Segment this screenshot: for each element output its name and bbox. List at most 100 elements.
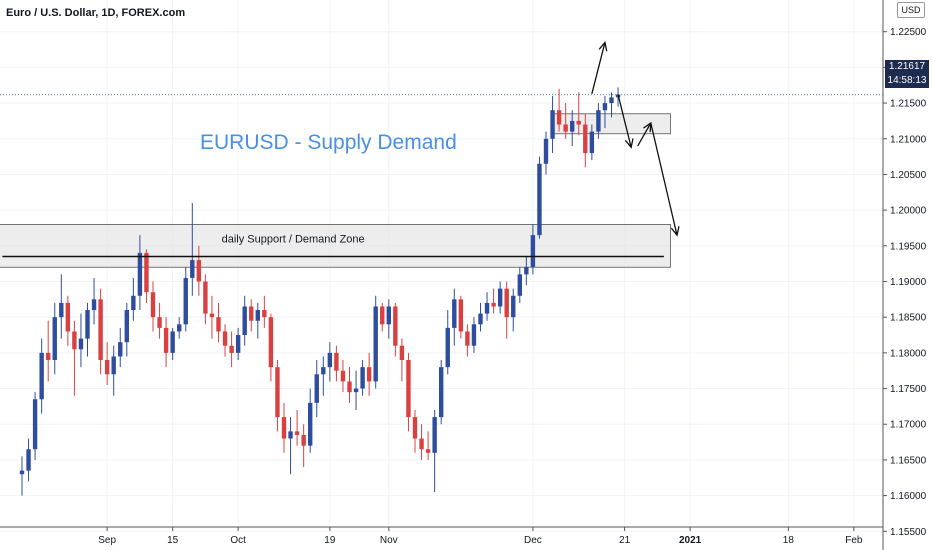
x-tick-label: Nov (380, 535, 398, 546)
y-tick-label: 1.21500 (890, 99, 927, 110)
candle-body (216, 317, 221, 332)
candle-body (458, 299, 464, 332)
candle-body (609, 97, 614, 104)
x-tick-label: 21 (619, 535, 631, 546)
candle-body (530, 235, 536, 268)
y-tick-label: 1.17000 (890, 420, 927, 431)
arrow-line (637, 122, 652, 147)
x-tick-label: Sep (98, 535, 116, 546)
candle-body (589, 131, 595, 154)
y-tick-label: 1.16000 (890, 491, 927, 502)
candle-body (412, 417, 418, 439)
candle-body (491, 302, 496, 307)
candle-body (59, 302, 64, 318)
candle-body (327, 352, 333, 368)
candle-body (85, 310, 90, 339)
candle-body (255, 310, 260, 321)
candle-body (163, 327, 169, 353)
candle-body (570, 120, 575, 132)
y-tick-label: 1.19000 (890, 277, 927, 288)
y-tick-label: 1.17500 (890, 384, 927, 395)
candle-body (262, 310, 267, 318)
countdown-label: 14:58:13 (885, 74, 929, 88)
candle-body (393, 306, 398, 346)
y-tick-label: 1.19500 (890, 241, 927, 252)
candle-body (340, 370, 346, 382)
candle-body (104, 360, 110, 375)
candle-body (425, 449, 431, 453)
arrow-line (591, 42, 606, 94)
candle-body (484, 302, 490, 314)
candle-body (32, 399, 38, 450)
candle-body (131, 295, 136, 311)
candle-body (432, 417, 437, 453)
x-tick-label: 15 (167, 535, 179, 546)
candle-body (19, 470, 25, 475)
candle-body (386, 306, 391, 325)
candle-body (157, 317, 162, 328)
x-tick-label: 19 (324, 535, 336, 546)
arrow-head (624, 138, 634, 149)
candle-body (321, 367, 326, 375)
candle-body (222, 331, 228, 346)
arrow-line (617, 94, 632, 148)
candle-body (399, 345, 405, 361)
candle-body (419, 438, 424, 450)
y-tick-label: 1.20500 (890, 170, 927, 181)
candle-body (118, 342, 123, 357)
candle-body (242, 306, 247, 336)
candle-body (209, 313, 215, 318)
candle-body (314, 374, 319, 403)
arrow-line (650, 122, 678, 236)
candle-body (288, 431, 293, 439)
currency-unit[interactable]: USD (897, 2, 925, 18)
candle-body (111, 356, 116, 375)
candle-body (98, 299, 103, 361)
candle-body (203, 281, 208, 314)
candle-body (524, 267, 529, 275)
candle-body (406, 360, 411, 418)
candle-body (353, 388, 359, 393)
candle-body (281, 417, 287, 439)
candle-body (39, 352, 44, 400)
candle-body (183, 277, 188, 325)
candle-body (380, 306, 385, 325)
candle-body (249, 306, 254, 321)
candle-body (550, 110, 555, 139)
candle-body (366, 367, 372, 382)
candle-body (229, 345, 234, 353)
y-tick-label: 1.16500 (890, 455, 927, 466)
last-price-label: 1.21617 (885, 60, 929, 74)
candle-body (137, 252, 143, 296)
candle-body (334, 352, 339, 371)
candle-body (170, 331, 175, 353)
arrow-head (670, 226, 680, 237)
candle-body (268, 317, 274, 368)
zone-label: daily Support / Demand Zone (222, 233, 365, 245)
candle-body (144, 252, 149, 293)
candle-body (196, 260, 202, 282)
x-tick-label: 18 (783, 535, 795, 546)
candle-body (504, 288, 509, 318)
symbol-label: Euro / U.S. Dollar, 1D, FOREX.com (6, 7, 186, 19)
candle-body (602, 103, 608, 111)
y-tick-label: 1.21000 (890, 134, 927, 145)
candle-body (275, 367, 280, 418)
candle-body (150, 292, 156, 318)
candle-body (465, 331, 470, 346)
candle-body (478, 313, 483, 325)
candle-body (497, 288, 503, 307)
y-tick-label: 1.15500 (890, 527, 927, 538)
candle-body (26, 449, 31, 471)
candle-body (543, 138, 549, 164)
demand-zone (0, 224, 671, 268)
candle-body (52, 317, 57, 361)
candle-body (471, 324, 477, 346)
candle-body (78, 338, 84, 350)
chart-title: EURUSD - Supply Demand (200, 131, 457, 154)
candle-body (511, 295, 516, 318)
candle-body (46, 352, 51, 361)
candle-body (373, 306, 378, 382)
candle-body (439, 367, 444, 418)
